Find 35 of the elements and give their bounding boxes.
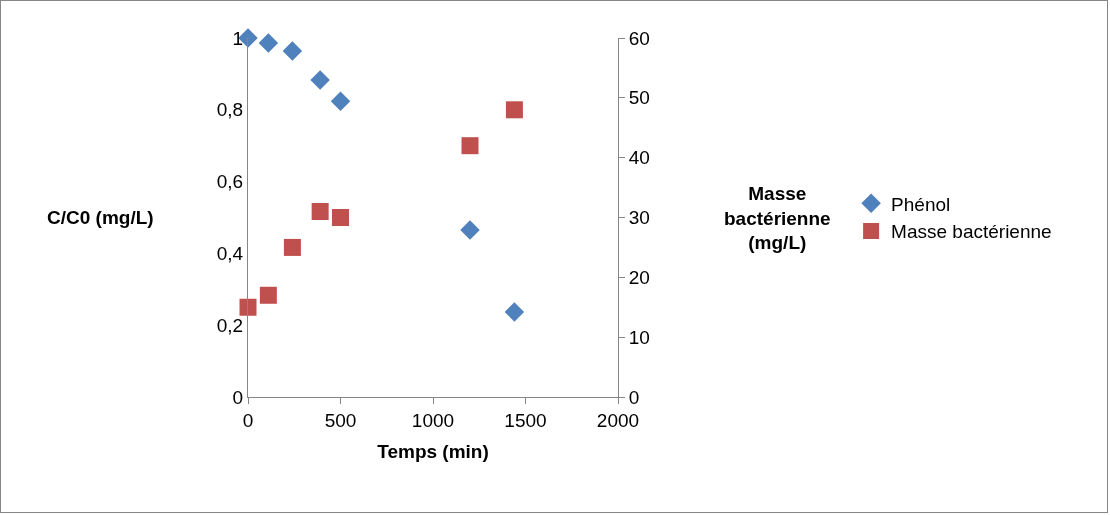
y2-tick-label: 20: [628, 266, 650, 288]
point: [461, 137, 479, 155]
point: [311, 203, 329, 221]
y2-tick-label: 10: [628, 326, 650, 348]
point: [259, 286, 277, 304]
y2-tick-label: 0: [628, 386, 640, 408]
y-tick-label: 0,6: [216, 171, 244, 193]
y-tick-label: 0,8: [216, 99, 244, 121]
point: [258, 33, 279, 53]
point: [239, 298, 257, 316]
point: [282, 41, 303, 61]
y-tick-label: 0: [232, 386, 244, 408]
point: [283, 238, 301, 256]
y-tick-label: 0,2: [216, 314, 244, 336]
point: [332, 209, 349, 226]
x-tick-label: 2000: [596, 409, 640, 431]
point: [460, 220, 480, 240]
y2-tick-label: 50: [628, 87, 650, 109]
y-tick-label: 0,4: [216, 243, 244, 265]
legend-label: Masse bactérienne: [891, 221, 1052, 243]
x-tick-label: 1500: [504, 409, 547, 431]
y2-axis-title: Masse bactérienne (mg/L): [724, 183, 831, 254]
y-axis-title: C/C0 (mg/L): [47, 207, 154, 228]
y2-tick-label: 40: [628, 147, 650, 169]
legend-label: Phénol: [891, 193, 951, 215]
y-tick-label: 1: [232, 27, 244, 49]
point: [505, 101, 523, 119]
x-tick-label: 500: [324, 409, 357, 431]
x-axis-title: Temps (min): [377, 440, 489, 462]
y2-tick-label: 60: [628, 27, 650, 49]
point: [310, 70, 330, 90]
x-tick-label: 1000: [411, 409, 455, 431]
y2-tick-label: 30: [628, 207, 650, 229]
point: [330, 91, 351, 111]
point: [504, 302, 525, 322]
